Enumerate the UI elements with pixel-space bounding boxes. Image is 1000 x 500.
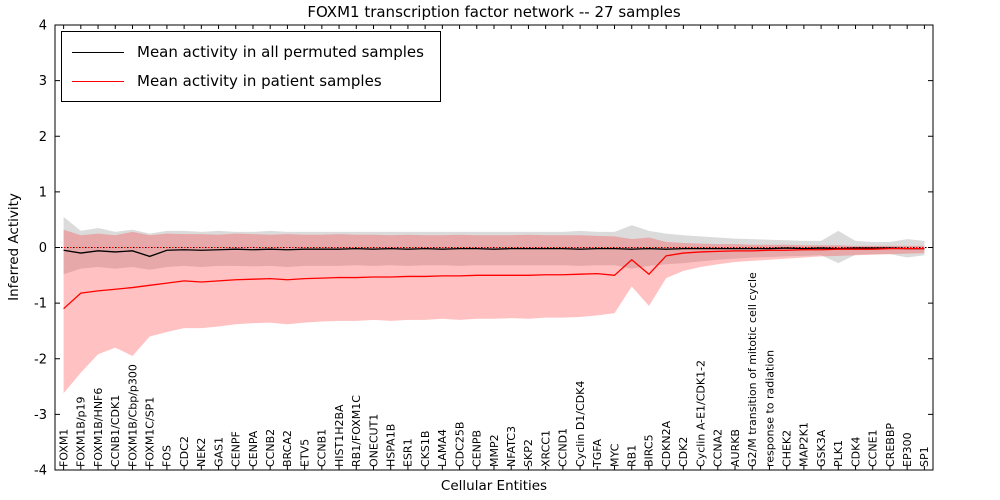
x-tick-label: CENPA xyxy=(247,430,260,467)
x-tick-label: FOXM1B/Cbp/p300 xyxy=(126,364,139,467)
x-tick-label: CCND1 xyxy=(557,428,570,467)
x-tick-label: ONECUT1 xyxy=(367,414,380,467)
x-tick-label: CENPF xyxy=(230,431,243,467)
patient-band xyxy=(63,229,925,394)
x-tick-label: MYC xyxy=(608,443,621,467)
x-tick-label: Cyclin A-E1/CDK1-2 xyxy=(694,360,707,467)
x-tick-label: BIRC5 xyxy=(643,434,656,467)
y-tick-label: -2 xyxy=(34,352,47,367)
x-tick-label: G2/M transition of mitotic cell cycle xyxy=(746,272,759,467)
x-tick-label: SKP2 xyxy=(522,439,535,467)
x-tick-label: CCNE1 xyxy=(867,429,880,467)
x-tick-label: XRCC1 xyxy=(539,430,552,467)
y-tick-label: 0 xyxy=(39,241,47,256)
x-tick-label: FOXM1B/HNF6 xyxy=(92,388,105,467)
y-tick-label: 3 xyxy=(39,74,47,89)
x-tick-label: CENPB xyxy=(471,430,484,467)
legend-label-permuted: Mean activity in all permuted samples xyxy=(137,43,424,61)
y-tick-label: 4 xyxy=(39,19,47,34)
y-tick-label: 1 xyxy=(39,185,47,200)
x-tick-label: TGFA xyxy=(591,438,604,468)
legend-line-permuted xyxy=(72,51,124,53)
y-tick-label: -1 xyxy=(34,297,47,312)
x-tick-label: FOS xyxy=(161,445,174,467)
permuted-band xyxy=(63,216,925,275)
permuted-mean-line xyxy=(63,247,925,258)
legend-item-patient: Mean activity in patient samples xyxy=(72,70,424,92)
x-tick-label: RB1/FOXM1C xyxy=(350,395,363,467)
x-tick-label: AURKB xyxy=(729,429,742,467)
x-tick-label: SP1 xyxy=(918,446,931,467)
x-tick-label: CDK4 xyxy=(849,437,862,467)
x-tick-label: ETV5 xyxy=(298,439,311,467)
y-tick-label: -4 xyxy=(34,464,47,479)
legend-line-patient xyxy=(72,80,124,82)
y-tick-label: 2 xyxy=(39,130,47,145)
x-tick-label: CCNB1 xyxy=(316,429,329,467)
x-tick-label: CDK2 xyxy=(677,437,690,467)
x-axis-label: Cellular Entities xyxy=(440,478,548,494)
x-tick-label: HSPA1B xyxy=(385,424,398,467)
x-tick-label: LAMA4 xyxy=(436,429,449,467)
x-tick-label: CKS1B xyxy=(419,431,432,467)
legend-label-patient: Mean activity in patient samples xyxy=(137,72,382,90)
x-tick-label: CDKN2A xyxy=(660,420,673,467)
x-tick-label: CHEK2 xyxy=(780,430,793,467)
x-tick-label: CDC25B xyxy=(453,422,466,467)
x-tick-label: EP300 xyxy=(901,432,914,467)
x-tick-label: CCNB1/CDK1 xyxy=(109,395,122,467)
x-tick-label: MMP2 xyxy=(488,434,501,467)
x-tick-label: HIST1H2BA xyxy=(333,404,346,467)
x-tick-label: CCNA2 xyxy=(712,429,725,467)
y-tick-label: -3 xyxy=(34,408,47,423)
legend: Mean activity in all permuted samples Me… xyxy=(61,31,441,102)
x-tick-label: FOXM1 xyxy=(57,429,70,467)
legend-item-permuted: Mean activity in all permuted samples xyxy=(72,41,424,63)
x-tick-label: NFATC3 xyxy=(505,426,518,467)
x-tick-label: RB1 xyxy=(626,445,639,467)
x-tick-label: response to radiation xyxy=(763,350,776,467)
x-tick-label: FOXM1B/p19 xyxy=(75,396,88,467)
x-tick-label: GSK3A xyxy=(815,429,828,467)
x-tick-label: PLK1 xyxy=(832,440,845,467)
y-axis-label: Inferred Activity xyxy=(6,193,22,301)
patient-mean-line xyxy=(63,247,925,310)
x-tick-label: CCNB2 xyxy=(264,429,277,467)
x-tick-label: CREBBP xyxy=(884,423,897,467)
x-tick-label: MAP2K1 xyxy=(798,422,811,467)
x-tick-label: GAS1 xyxy=(212,437,225,467)
x-tick-label: CDC2 xyxy=(178,436,191,467)
x-tick-label: BRCA2 xyxy=(281,430,294,467)
x-tick-label: ESR1 xyxy=(402,438,415,467)
x-tick-label: FOXM1C/SP1 xyxy=(143,397,156,467)
x-tick-label: Cyclin D1/CDK4 xyxy=(574,381,587,467)
x-tick-label: NEK2 xyxy=(195,438,208,467)
chart-title: FOXM1 transcription factor network -- 27… xyxy=(307,3,681,21)
